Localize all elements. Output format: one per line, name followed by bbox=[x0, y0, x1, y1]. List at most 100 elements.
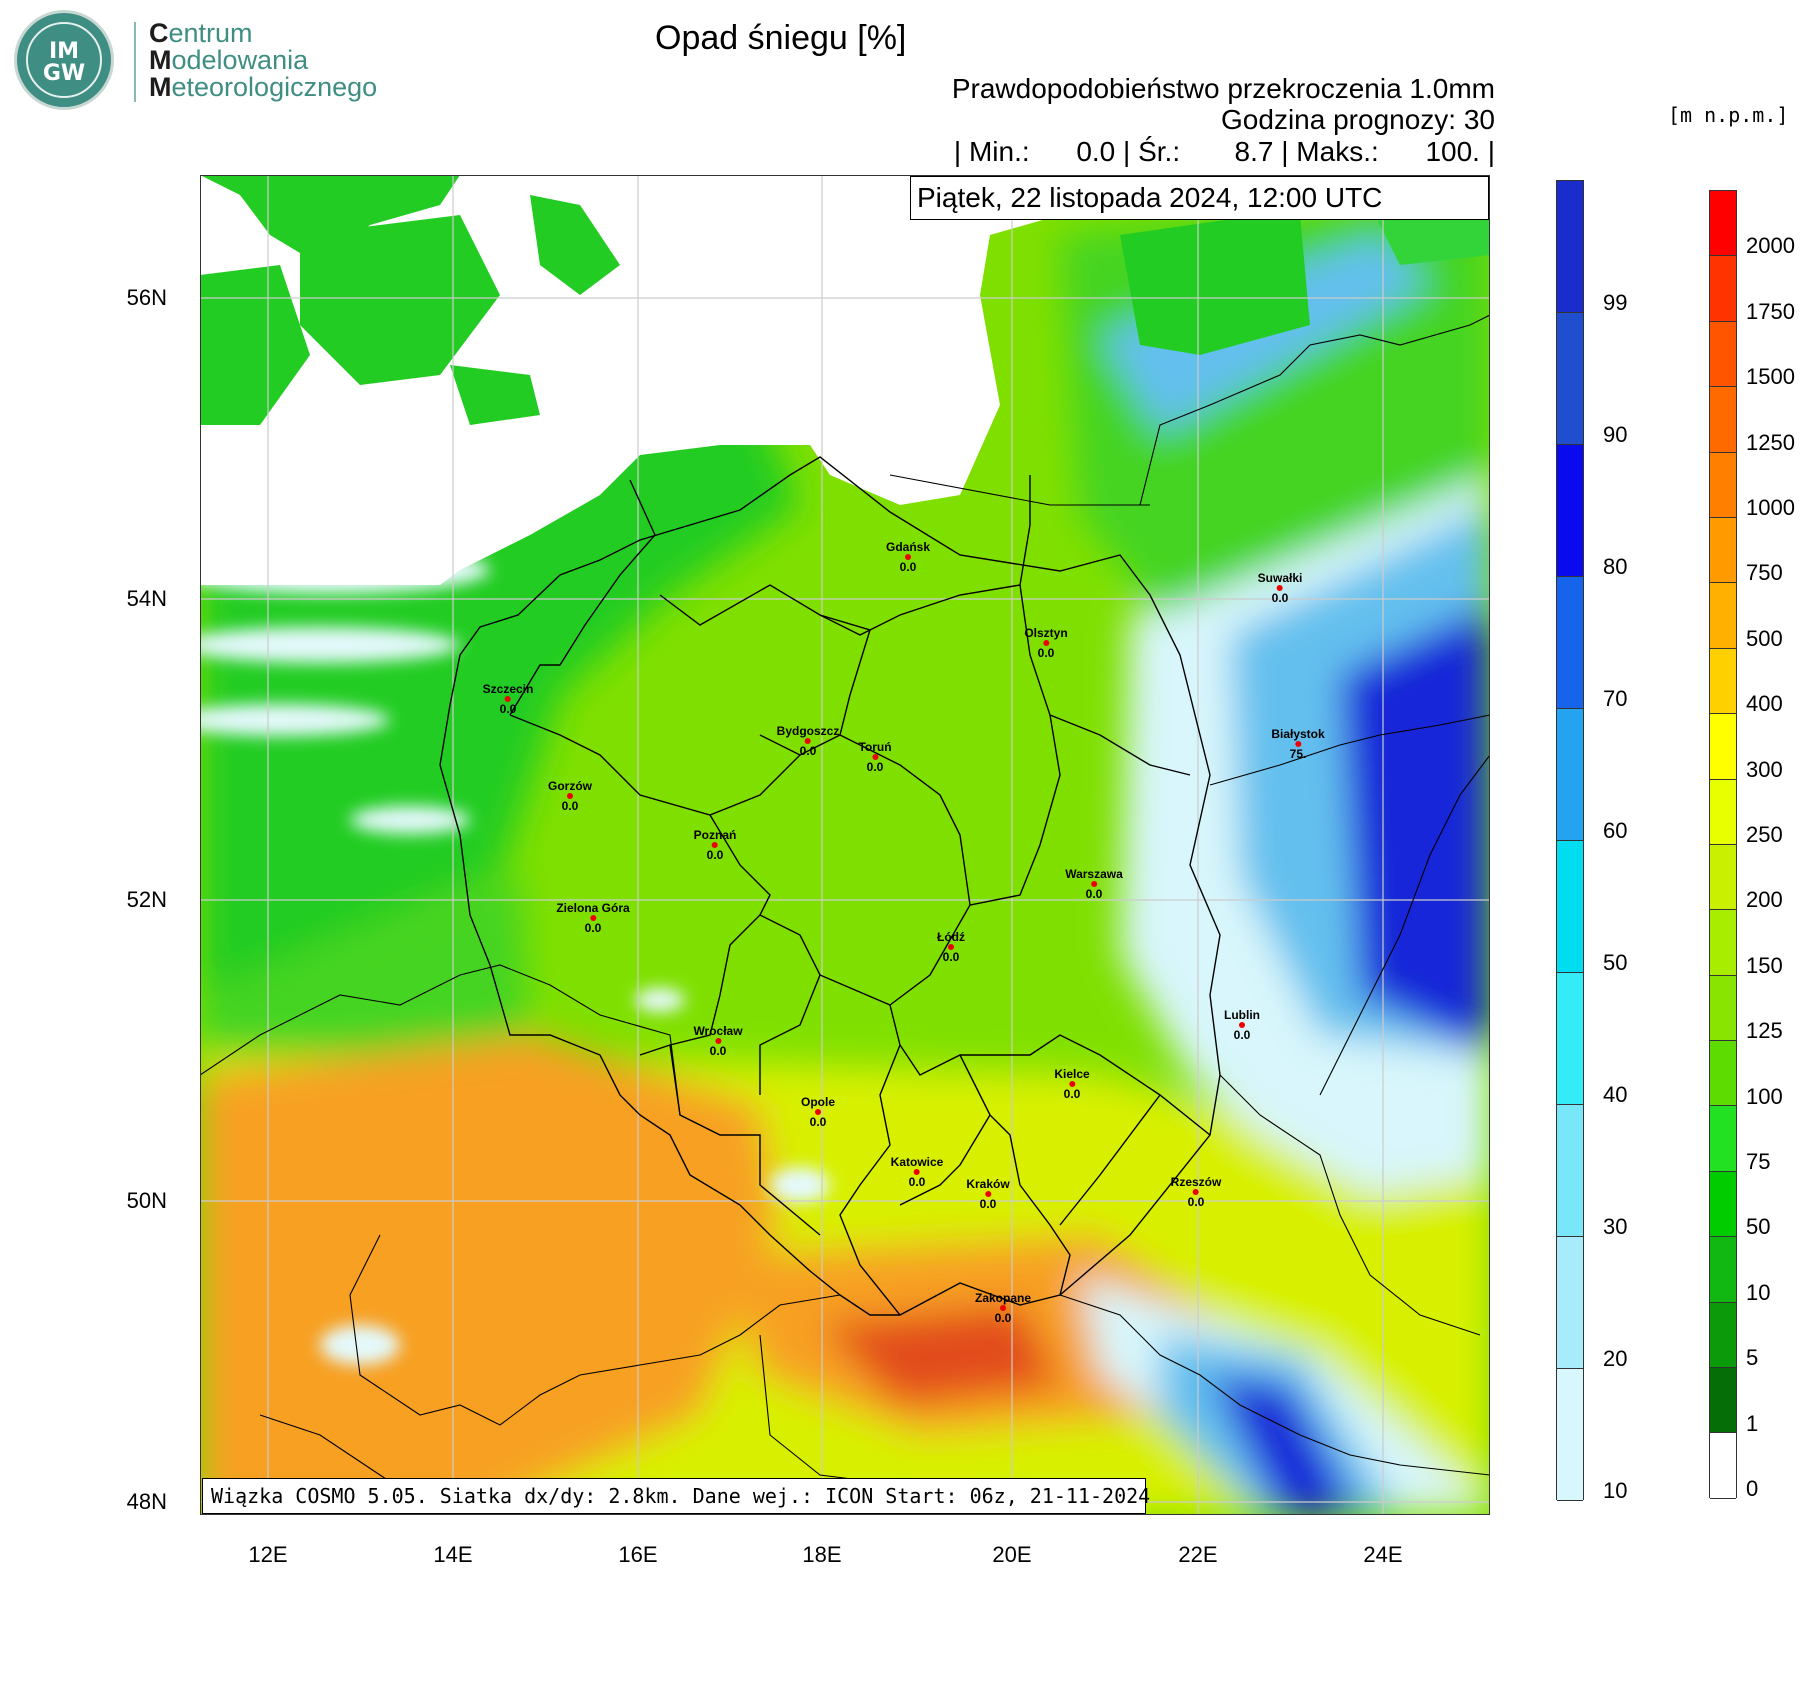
city-marker: Bydgoszcz 0.0 bbox=[776, 724, 840, 758]
legend-label: 70 bbox=[1603, 686, 1628, 711]
legend-label: 10 bbox=[1603, 1478, 1628, 1503]
city-marker: Lublin 0.0 bbox=[1224, 1008, 1260, 1042]
legend-color-step bbox=[1710, 1433, 1736, 1499]
city-marker: Kraków 0.0 bbox=[966, 1177, 1010, 1211]
lon-label-20e: 20E bbox=[992, 1542, 1032, 1567]
lon-label-24e: 24E bbox=[1363, 1542, 1403, 1567]
legend-color-step bbox=[1557, 841, 1583, 973]
lon-label-14e: 14E bbox=[433, 1542, 473, 1567]
city-marker: Zakopane 0.0 bbox=[974, 1291, 1032, 1325]
legend-label: 500 bbox=[1746, 625, 1783, 651]
legend-color-step bbox=[1710, 452, 1736, 518]
legend-color-step bbox=[1710, 321, 1736, 388]
legend-color-step bbox=[1557, 181, 1583, 313]
city-marker: Olsztyn 0.0 bbox=[1024, 626, 1068, 660]
legend-color-step bbox=[1710, 517, 1736, 584]
legend-color-step bbox=[1710, 714, 1736, 780]
city-marker: Rzeszów 0.0 bbox=[1170, 1175, 1222, 1209]
city-marker: Kielce 0.0 bbox=[1054, 1067, 1090, 1101]
legend-label: 10 bbox=[1746, 1279, 1771, 1305]
legend-color-step bbox=[1710, 256, 1736, 322]
legend-label: 0 bbox=[1746, 1476, 1759, 1501]
legend-label: 200 bbox=[1746, 887, 1783, 913]
legend-label: 1000 bbox=[1746, 495, 1795, 520]
legend-color-step bbox=[1710, 1302, 1736, 1369]
legend-label: 250 bbox=[1746, 822, 1783, 847]
legend-label: 40 bbox=[1603, 1082, 1628, 1107]
city-marker: Poznań 0.0 bbox=[693, 828, 737, 862]
imgw-logo: IM GW Centrum Modelowania Meteorologiczne… bbox=[14, 10, 384, 110]
legend-color-step bbox=[1557, 1237, 1583, 1369]
city-marker: Opole 0.0 bbox=[800, 1095, 836, 1129]
lon-label-18e: 18E bbox=[802, 1542, 842, 1567]
lat-label-54n: 54N bbox=[126, 586, 167, 611]
lat-label-50n: 50N bbox=[126, 1188, 167, 1213]
lat-lon-grid bbox=[200, 175, 1490, 1515]
legend-color-step bbox=[1710, 1237, 1736, 1303]
legend-label: 50 bbox=[1603, 950, 1628, 975]
legend-label: 2000 bbox=[1746, 233, 1795, 259]
city-marker: Łódź 0.0 bbox=[937, 930, 965, 964]
city-marker: Gdańsk 0.0 bbox=[885, 540, 931, 574]
legend-label: 60 bbox=[1603, 818, 1628, 843]
forecast-date: Piątek, 22 listopada 2024, 12:00 UTC bbox=[910, 176, 1489, 220]
legend-color-step bbox=[1710, 583, 1736, 649]
legend-label: 1750 bbox=[1746, 298, 1795, 324]
legend-label: 1 bbox=[1746, 1410, 1759, 1436]
model-info: Wiązka COSMO 5.05. Siatka dx/dy: 2.8km. … bbox=[202, 1478, 1150, 1514]
city-marker: Wrocław 0.0 bbox=[693, 1024, 743, 1058]
legend-label: 5 bbox=[1746, 1345, 1759, 1371]
legend-color-step bbox=[1557, 313, 1583, 445]
terrain-height-legend bbox=[1709, 190, 1737, 1499]
legend-label: 1500 bbox=[1746, 364, 1795, 390]
legend-color-step bbox=[1710, 910, 1736, 976]
snow-probability-legend bbox=[1556, 180, 1584, 1501]
legend-color-step bbox=[1710, 1106, 1736, 1172]
city-marker: Białystok 75. bbox=[1271, 727, 1325, 761]
legend-color-step bbox=[1710, 1171, 1736, 1238]
legend-label: 50 bbox=[1746, 1214, 1771, 1240]
map-svg bbox=[200, 175, 1490, 1515]
map-subtitle: Prawdopodobieństwo przekroczenia 1.0mm bbox=[951, 73, 1495, 104]
lat-label-56n: 56N bbox=[126, 285, 167, 310]
lon-label-12e: 12E bbox=[248, 1542, 288, 1567]
city-marker: Szczecin 0.0 bbox=[482, 682, 534, 716]
city-marker: Suwałki 0.0 bbox=[1257, 571, 1303, 605]
legend-label: 1250 bbox=[1746, 429, 1795, 455]
legend-color-step bbox=[1557, 445, 1583, 577]
legend-color-step bbox=[1557, 1369, 1583, 1501]
imgw-badge: IM GW bbox=[14, 10, 114, 110]
forecast-hour: Godzina prognozy: 30 bbox=[1221, 104, 1495, 135]
lon-label-22e: 22E bbox=[1178, 1542, 1218, 1567]
city-marker: Warszawa 0.0 bbox=[1065, 867, 1123, 901]
lon-label-16e: 16E bbox=[618, 1542, 658, 1567]
borders bbox=[439, 456, 1221, 1316]
legend-label: 100 bbox=[1746, 1083, 1783, 1109]
legend-color-step bbox=[1710, 1368, 1736, 1434]
legend-color-step bbox=[1710, 387, 1736, 453]
legend-label: 125 bbox=[1746, 1018, 1783, 1044]
logo-name: Centrum Modelowania Meteorologicznego bbox=[149, 18, 378, 102]
legend-color-step bbox=[1710, 191, 1736, 257]
legend-label: 30 bbox=[1603, 1214, 1628, 1239]
legend-color-step bbox=[1710, 975, 1736, 1042]
legend-label: 150 bbox=[1746, 952, 1783, 978]
forecast-map bbox=[200, 175, 1490, 1515]
city-marker: Toruń 0.0 bbox=[858, 740, 892, 774]
legend-label: 750 bbox=[1746, 560, 1783, 586]
stats-line: | Min.: 0.0 | Śr.: 8.7 | Maks.: 100. | bbox=[953, 136, 1495, 167]
legend-color-step bbox=[1710, 648, 1736, 715]
legend-label: 300 bbox=[1746, 756, 1783, 782]
legend-color-step bbox=[1557, 1105, 1583, 1237]
legend-color-step bbox=[1710, 1041, 1736, 1107]
legend-color-step bbox=[1557, 973, 1583, 1105]
legend-color-step bbox=[1557, 577, 1583, 709]
legend-label: 80 bbox=[1603, 554, 1628, 579]
legend-label: 20 bbox=[1603, 1346, 1628, 1371]
lat-label-48n: 48N bbox=[126, 1489, 167, 1514]
legend-label: 400 bbox=[1746, 691, 1783, 717]
legend-color-step bbox=[1710, 779, 1736, 845]
legend-label: 99 bbox=[1603, 290, 1628, 315]
legend-color-step bbox=[1710, 844, 1736, 911]
city-marker: Gorzów 0.0 bbox=[548, 779, 592, 813]
